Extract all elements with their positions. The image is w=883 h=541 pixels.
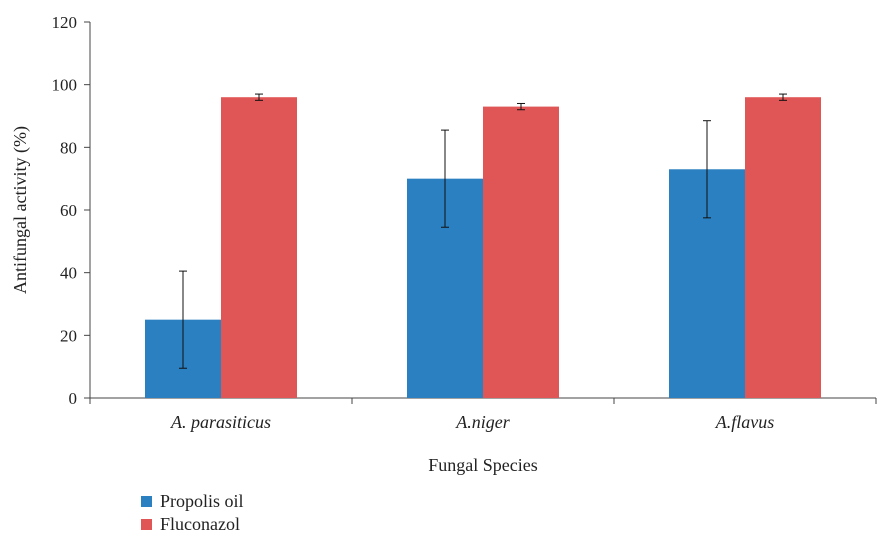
labels: A. parasiticus A.niger A.flavus Fungal Spec…	[10, 126, 774, 475]
y-tick-label: 60	[60, 201, 77, 220]
legend-label: Propolis oil	[160, 491, 244, 511]
y-tick-label: 20	[60, 326, 77, 345]
y-tick-label: 120	[52, 13, 78, 32]
y-tick-label: 80	[60, 138, 77, 157]
bars	[145, 97, 821, 398]
legend-label: Fluconazol	[160, 514, 240, 534]
legend-swatch	[141, 496, 152, 507]
bar-fluconazol	[745, 97, 821, 398]
error-bars	[179, 93, 787, 369]
x-tick-label: A.flavus	[715, 412, 775, 432]
y-axis-title: Antifungal activity (%)	[10, 126, 31, 294]
legend-swatch	[141, 519, 152, 530]
x-tick-label: A.niger	[455, 412, 510, 432]
x-axis-title: Fungal Species	[428, 455, 538, 475]
bar-fluconazol	[221, 97, 297, 398]
y-tick-label: 0	[69, 389, 78, 408]
x-tick-label: A. parasiticus	[170, 412, 271, 432]
y-tick-label: 40	[60, 264, 77, 283]
bar-fluconazol	[483, 106, 559, 398]
legend: Propolis oil Fluconazol	[141, 491, 244, 534]
y-tick-label: 100	[52, 76, 78, 95]
